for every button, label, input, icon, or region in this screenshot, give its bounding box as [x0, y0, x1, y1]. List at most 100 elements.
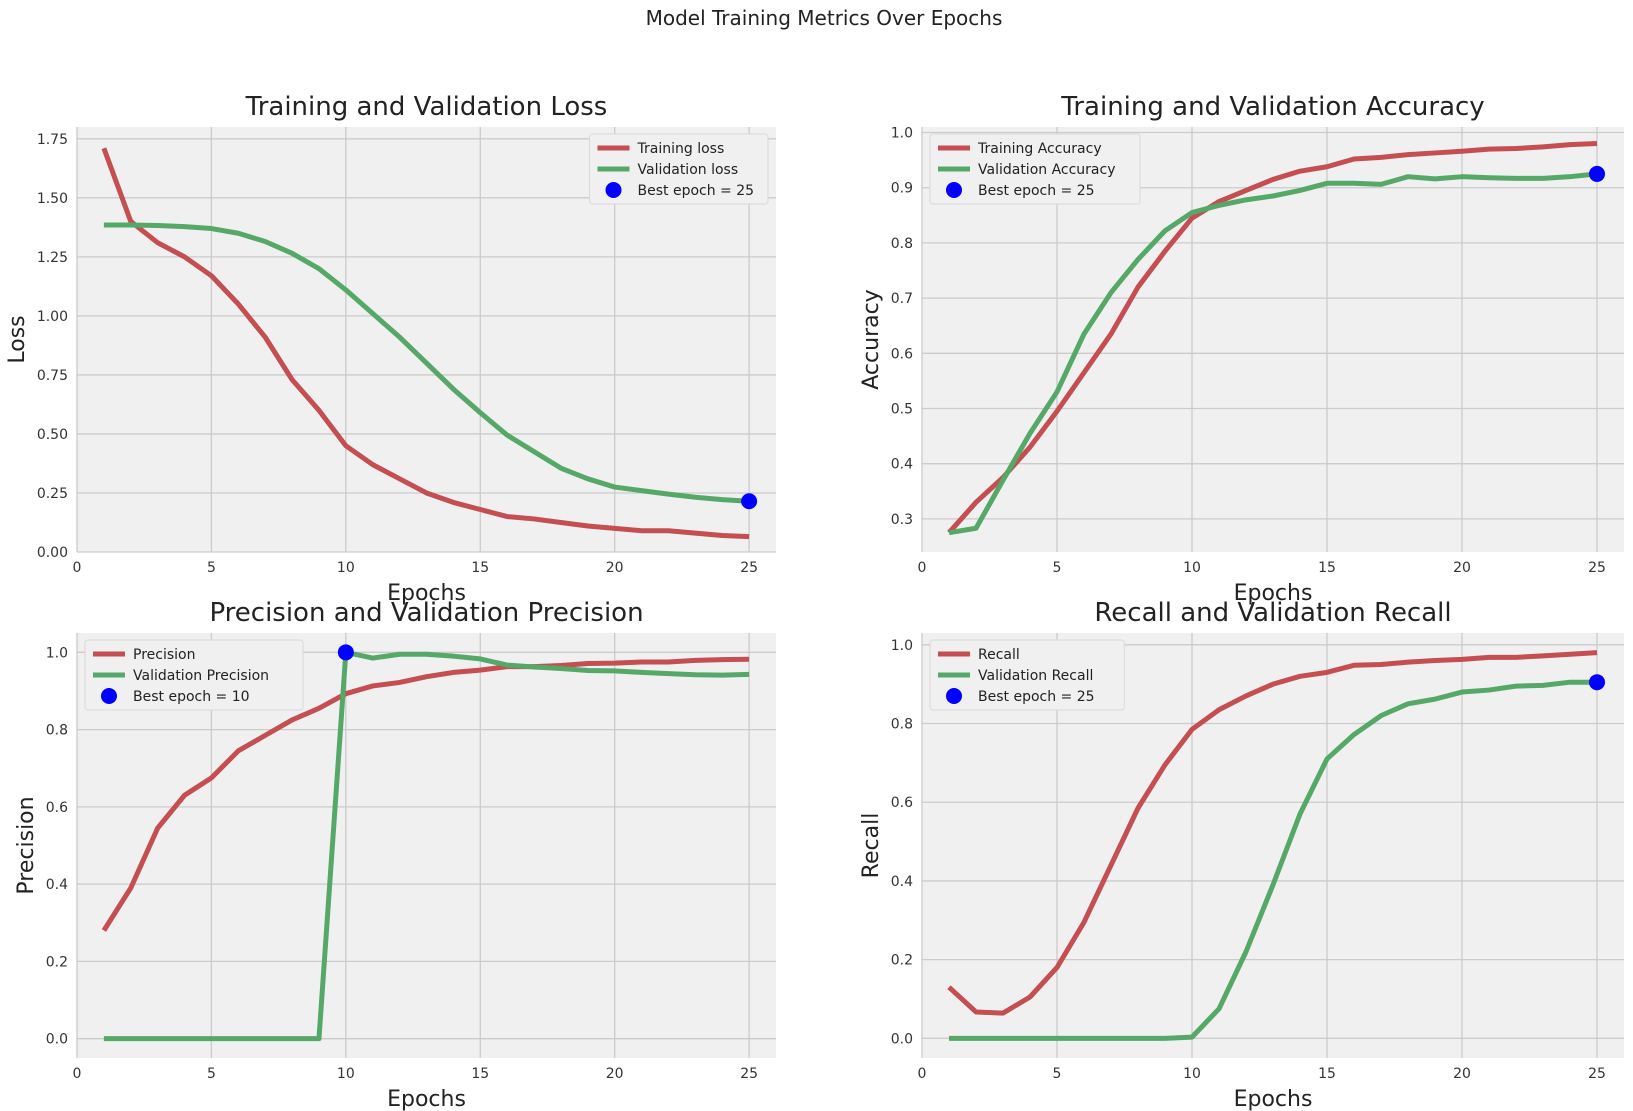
series-line-training-accuracy: [947, 141, 1598, 535]
legend-entry: Validation Accuracy: [978, 162, 1116, 178]
x-tick-label: 25: [740, 560, 758, 576]
series-line-validation-precision: [103, 649, 750, 1042]
y-tick-label: 0.7: [891, 291, 913, 307]
x-tick-label: 5: [1053, 1066, 1062, 1082]
y-tick-label: 0.8: [891, 717, 913, 733]
y-tick-label: 0.6: [891, 795, 913, 811]
y-tick-label: 0.4: [891, 874, 913, 890]
y-tick-label: 0.75: [37, 368, 68, 384]
legend-box: [929, 639, 1125, 711]
x-axis-label: Epochs: [1234, 1087, 1313, 1111]
figure-suptitle: Model Training Metrics Over Epochs: [646, 6, 1003, 30]
x-tick-label: 10: [337, 1066, 355, 1082]
x-tick-label: 25: [1588, 1066, 1606, 1082]
legend-entry: Validation Precision: [133, 668, 269, 684]
x-tick-label: 0: [918, 560, 927, 576]
legend-entry: Recall: [978, 647, 1020, 663]
legend-entry: Precision: [133, 647, 195, 663]
y-tick-label: 1.0: [891, 638, 913, 654]
x-tick-label: 15: [471, 1066, 489, 1082]
legend-entry: Validation loss: [638, 162, 739, 178]
x-axis-label: Epochs: [387, 1087, 466, 1111]
legend-best-marker: [946, 182, 962, 198]
legend-entry: Best epoch = 10: [133, 689, 250, 705]
series-line-validation-accuracy: [948, 171, 1598, 536]
subplot-1: 0 5 10 15 20 25 0.00 0.25 0.50 0.75 1.00 1.25 1.50 1.…: [5, 92, 776, 606]
series-line-training-loss: [101, 147, 750, 540]
subplot-4: 0 5 10 15 20 25 0.0 0.2 0.4 0.6 0.8 1.0 Recall and V…: [859, 598, 1624, 1111]
legend-best-marker: [101, 688, 117, 704]
x-tick-label: 10: [1183, 560, 1201, 576]
y-tick-label: 0.2: [46, 954, 68, 970]
legend: Precision Validation Precision Best epoch …: [84, 639, 304, 711]
subplot-2: 0 5 10 15 20 25 0.3 0.4 0.5 0.6 0.7 0.8 0.9 1.0 Traini…: [859, 92, 1624, 606]
y-tick-label: 0.3: [891, 512, 913, 528]
x-tick-label: 25: [740, 1066, 758, 1082]
legend-entry: Best epoch = 25: [978, 183, 1095, 199]
subplot-title: Recall and Validation Recall: [1094, 598, 1451, 628]
best-epoch-marker: [1589, 165, 1605, 182]
y-tick-label: 0.5: [891, 401, 913, 417]
x-tick-label: 5: [207, 1066, 216, 1082]
y-axis-label: Loss: [5, 315, 30, 363]
y-tick-label: 0.50: [37, 427, 68, 443]
legend-entry: Best epoch = 25: [978, 689, 1095, 705]
y-tick-label: 0.2: [891, 953, 913, 969]
best-epoch-marker: [1589, 674, 1605, 691]
y-tick-label: 0.25: [37, 486, 68, 502]
y-tick-label: 0.4: [46, 877, 68, 893]
y-tick-label: 0.8: [46, 723, 68, 739]
legend-entry: Best epoch = 25: [638, 183, 755, 199]
y-tick-label: 1.0: [46, 645, 68, 661]
x-axis-label: Epochs: [387, 581, 466, 606]
y-tick-label: 0.00: [37, 545, 68, 561]
x-tick-label: 20: [606, 1066, 624, 1082]
series-line-precision: [101, 656, 750, 932]
x-tick-label: 15: [1318, 1066, 1336, 1082]
x-tick-label: 5: [1053, 560, 1062, 576]
x-tick-label: 15: [1318, 560, 1336, 576]
legend-box: [589, 133, 769, 205]
x-tick-label: 10: [1183, 1066, 1201, 1082]
legend-box: [929, 133, 1141, 205]
x-tick-label: 0: [918, 1066, 927, 1082]
y-tick-label: 0.8: [891, 236, 913, 252]
x-tick-label: 5: [207, 560, 216, 576]
y-axis-label: Recall: [859, 813, 884, 879]
series-line-recall: [947, 650, 1598, 1016]
y-tick-label: 1.0: [891, 126, 913, 142]
subplot-3: 0 5 10 15 20 25 0.0 0.2 0.4 0.6 0.8 1.0 Precision an…: [14, 598, 776, 1111]
best-epoch-marker: [337, 644, 354, 661]
series-line-validation-loss: [103, 222, 750, 504]
x-axis-label: Epochs: [1234, 581, 1313, 606]
legend: Training Accuracy Validation Accuracy Best…: [929, 133, 1141, 205]
y-tick-label: 0.6: [891, 346, 913, 362]
x-tick-label: 20: [1453, 560, 1471, 576]
x-tick-label: 0: [73, 1066, 82, 1082]
subplots-grid: 0 5 10 15 20 250.000.250.500.751.001.251.501.…: [5, 92, 1624, 1111]
legend-best-marker: [946, 688, 962, 704]
legend-box: [84, 639, 304, 711]
y-tick-label: 0.9: [891, 181, 913, 197]
best-epoch-marker: [741, 493, 758, 510]
x-tick-label: 20: [606, 560, 624, 576]
subplot-title: Precision and Validation Precision: [209, 598, 643, 628]
x-tick-label: 20: [1453, 1066, 1471, 1082]
y-tick-label: 1.75: [37, 132, 68, 148]
series-line-validation-recall: [949, 679, 1597, 1041]
legend-entry: Training Accuracy: [977, 141, 1102, 157]
legend-entry: Validation Recall: [978, 668, 1093, 684]
x-tick-label: 25: [1588, 560, 1606, 576]
y-axis-label: Accuracy: [859, 289, 884, 389]
y-tick-label: 0.0: [46, 1032, 68, 1048]
legend-entry: Training loss: [637, 141, 725, 157]
x-tick-label: 0: [73, 560, 82, 576]
y-axis-label: Precision: [14, 796, 39, 894]
legend: Recall Validation Recall Best epoch = 25: [929, 639, 1125, 711]
x-tick-label: 15: [471, 560, 489, 576]
legend-best-marker: [605, 182, 622, 198]
legend: Training loss Validation loss Best epoch =…: [589, 133, 769, 205]
y-tick-label: 1.50: [37, 191, 68, 207]
y-tick-label: 1.00: [37, 309, 68, 325]
